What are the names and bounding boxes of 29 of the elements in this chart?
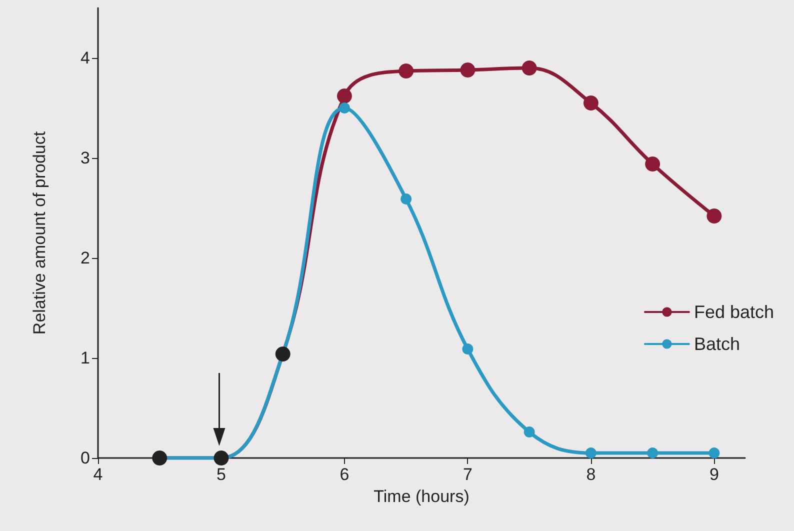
legend-label: Fed batch	[694, 302, 774, 322]
point	[398, 64, 414, 78]
x-tick-label: 8	[586, 465, 596, 484]
y-tick-label: 4	[80, 48, 90, 68]
point	[585, 448, 596, 458]
y-tick-label: 1	[80, 348, 90, 368]
point	[708, 448, 720, 458]
point	[706, 208, 722, 224]
point	[338, 102, 350, 114]
y-axis-title: Relative amount of product	[30, 131, 49, 335]
point	[462, 344, 474, 354]
point	[460, 62, 476, 78]
point	[647, 448, 658, 458]
point	[645, 156, 660, 172]
x-tick-label: 6	[340, 465, 350, 484]
x-tick-label: 7	[462, 465, 472, 484]
y-tick-label: 2	[80, 248, 90, 268]
point	[400, 194, 412, 204]
point	[522, 60, 537, 76]
x-axis-title: Time (hours)	[374, 487, 470, 506]
x-tick-label: 5	[216, 465, 226, 484]
legend-label: Batch	[694, 334, 740, 354]
point	[524, 426, 535, 438]
y-tick-label: 0	[80, 448, 90, 468]
point	[583, 96, 598, 110]
x-tick-label: 9	[709, 465, 719, 484]
x-tick-label: 4	[93, 465, 103, 484]
point	[336, 88, 352, 104]
y-tick-label: 3	[80, 148, 90, 168]
